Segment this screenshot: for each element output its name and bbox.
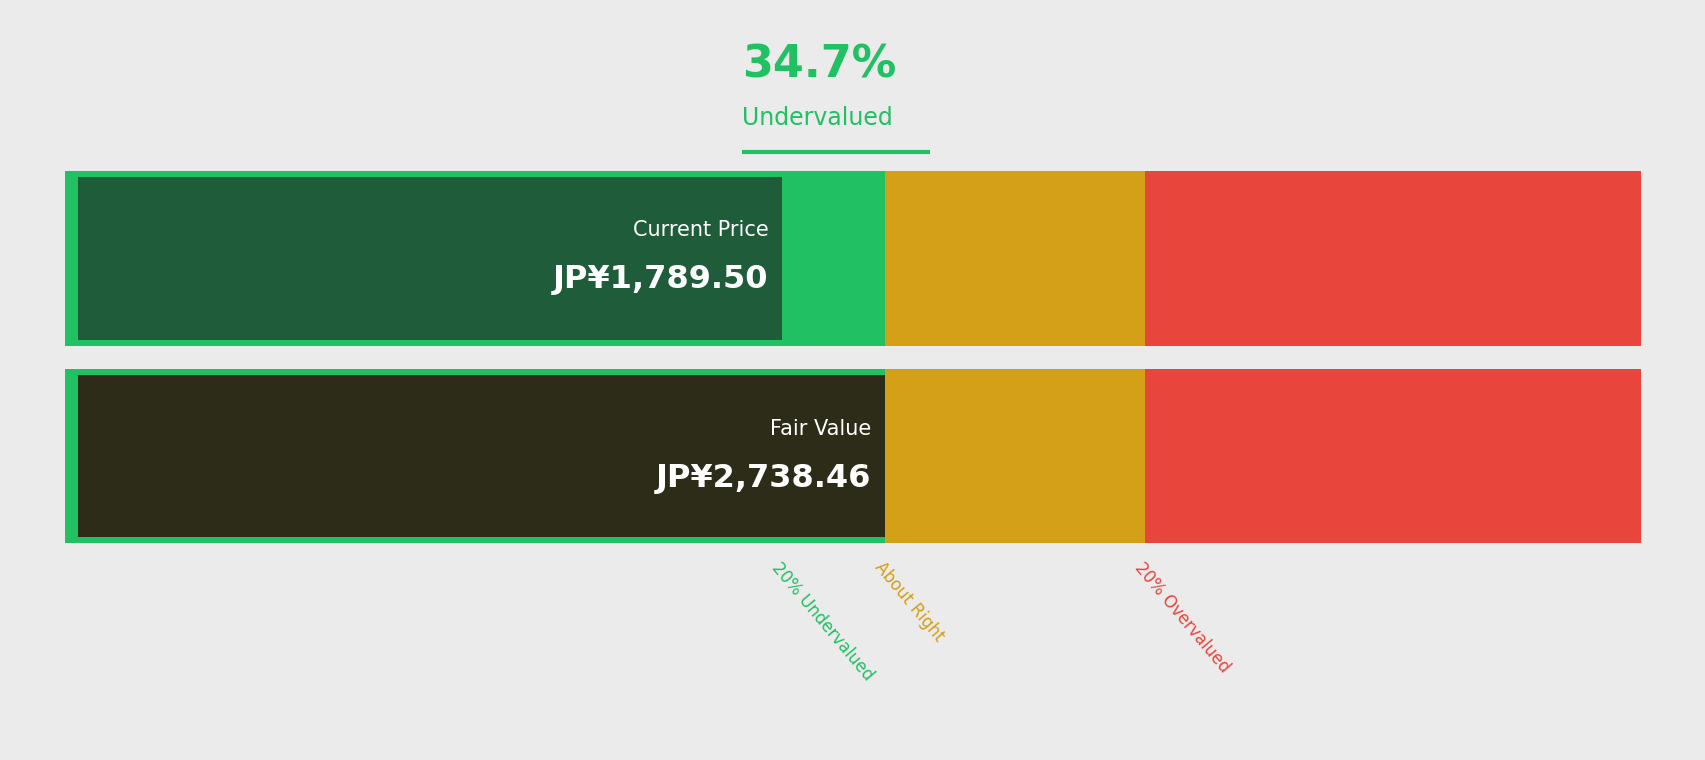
Text: 20% Undervalued: 20% Undervalued (767, 559, 876, 684)
Text: Current Price: Current Price (633, 220, 767, 239)
Bar (781, 369, 883, 543)
Text: Undervalued: Undervalued (742, 106, 892, 130)
Text: 20% Overvalued: 20% Overvalued (1130, 559, 1233, 676)
Bar (1144, 171, 1640, 346)
Text: JP¥2,738.46: JP¥2,738.46 (655, 464, 870, 494)
Text: About Right: About Right (870, 559, 946, 645)
Text: JP¥1,789.50: JP¥1,789.50 (552, 264, 767, 295)
Bar (883, 369, 1144, 543)
Bar (781, 171, 883, 346)
Bar (883, 171, 1144, 346)
Bar (65, 369, 781, 543)
Text: Fair Value: Fair Value (769, 420, 870, 439)
Bar (78, 177, 781, 340)
Bar (1144, 369, 1640, 543)
Bar (65, 171, 781, 346)
Bar (78, 375, 883, 537)
Text: 34.7%: 34.7% (742, 43, 895, 86)
